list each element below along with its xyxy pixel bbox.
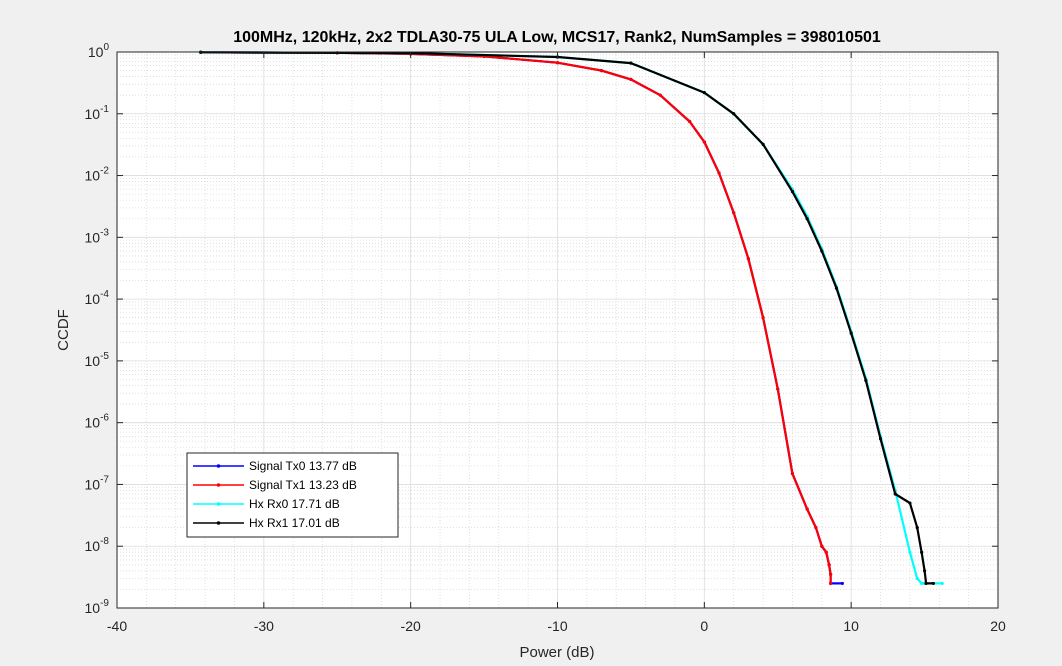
tick-marks [116,51,999,609]
series-point [629,61,633,65]
series-point [840,581,844,586]
series-point [790,189,795,194]
legend-marker [216,464,221,468]
y-tick-exponent: -4 [100,289,109,300]
series-point [829,572,833,576]
y-tick-label: 10-7 [85,474,110,492]
series-point [829,581,833,586]
series-point [761,316,765,320]
y-tick-exponent: -1 [100,104,109,115]
series-point [790,471,795,476]
y-tick-exponent: -7 [100,474,109,485]
series-point [805,507,809,511]
legend-entry-label: Signal Tx0 13.77 dB [249,459,357,473]
y-tick-label: 10-2 [85,166,110,184]
x-tick-label: -10 [547,618,567,634]
series-point [864,378,868,383]
series-point [702,140,706,144]
series-point [776,387,780,391]
series-point [827,563,831,567]
y-tick-exponent: -9 [100,598,109,609]
y-tick-base: 10 [85,106,101,122]
x-tick-label: -40 [107,618,127,634]
series-point [920,581,924,586]
legend-marker [216,521,221,525]
series-point [820,249,824,253]
y-tick-label: 10-8 [85,536,110,554]
series-point [849,331,853,335]
x-tick-label: 10 [843,618,859,634]
series-point [717,171,721,175]
series-2 [199,50,833,586]
y-tick-label: 100 [88,42,110,60]
series-point [915,576,919,581]
y-tick-exponent: -2 [100,166,109,177]
series-point [908,501,912,505]
y-tick-base: 10 [85,353,101,369]
x-tick-labels: -40 -30 -20 -10 0 10 20 [107,618,1006,634]
y-tick-base: 10 [85,476,101,492]
y-tick-exponent: -3 [100,227,109,238]
x-tick-label: -30 [254,618,274,634]
x-tick-label: 20 [990,618,1006,634]
series-point [688,119,692,124]
series-layer [199,50,944,586]
legend-entry-label: Hx Rx0 17.71 dB [249,497,340,511]
series-point [629,77,633,82]
chart-title: 100MHz, 120kHz, 2x2 TDLA30-75 ULA Low, M… [233,29,881,46]
series-point [893,492,897,496]
series-point [761,142,765,146]
x-tick-label: 0 [700,618,708,634]
y-axis-label: CCDF [55,309,72,351]
x-axis-label: Power (dB) [519,644,594,661]
legend-entry-label: Signal Tx1 13.23 dB [249,478,357,492]
series-point [922,569,927,573]
y-tick-base: 10 [85,538,101,554]
series-point [920,550,924,554]
y-tick-base: 10 [85,291,101,307]
y-tick-base: 10 [85,168,101,184]
series-point [599,68,604,73]
series-point [702,91,706,95]
series-point [805,217,809,221]
y-tick-base: 10 [85,600,101,616]
series-point [940,581,944,586]
y-tick-exponent: -6 [100,413,109,424]
y-tick-exponent: 0 [103,42,109,53]
series-point [915,526,919,530]
series-point [908,550,912,554]
y-tick-base: 10 [85,229,101,245]
series-point [834,286,839,290]
y-tick-exponent: -5 [100,351,109,362]
y-tick-label: 10-4 [85,289,110,307]
y-tick-base: 10 [85,415,101,431]
series-point [732,211,736,215]
series-point [931,581,935,586]
y-tick-label: 10-6 [85,413,110,431]
series-point [924,581,928,586]
y-tick-label: 10-9 [85,598,110,616]
series-point [555,61,560,65]
legend-marker [216,502,221,506]
series-point [746,257,750,261]
legend-entry-label: Hx Rx1 17.01 dB [249,516,340,530]
y-tick-exponent: -8 [100,536,109,547]
legend: Signal Tx0 13.77 dB Signal Tx1 13.23 dB Hx… [186,452,399,538]
series-point [732,112,736,116]
series-point [878,437,883,441]
series-point [820,544,824,548]
y-tick-base: 10 [88,44,104,60]
y-tick-label: 10-5 [85,351,110,369]
series-point [824,550,828,554]
series-point [658,93,662,97]
y-tick-label: 10-3 [85,227,110,245]
y-tick-label: 10-1 [85,104,110,122]
series-point [814,526,818,530]
legend-marker [216,483,221,487]
x-tick-label: -20 [401,618,421,634]
